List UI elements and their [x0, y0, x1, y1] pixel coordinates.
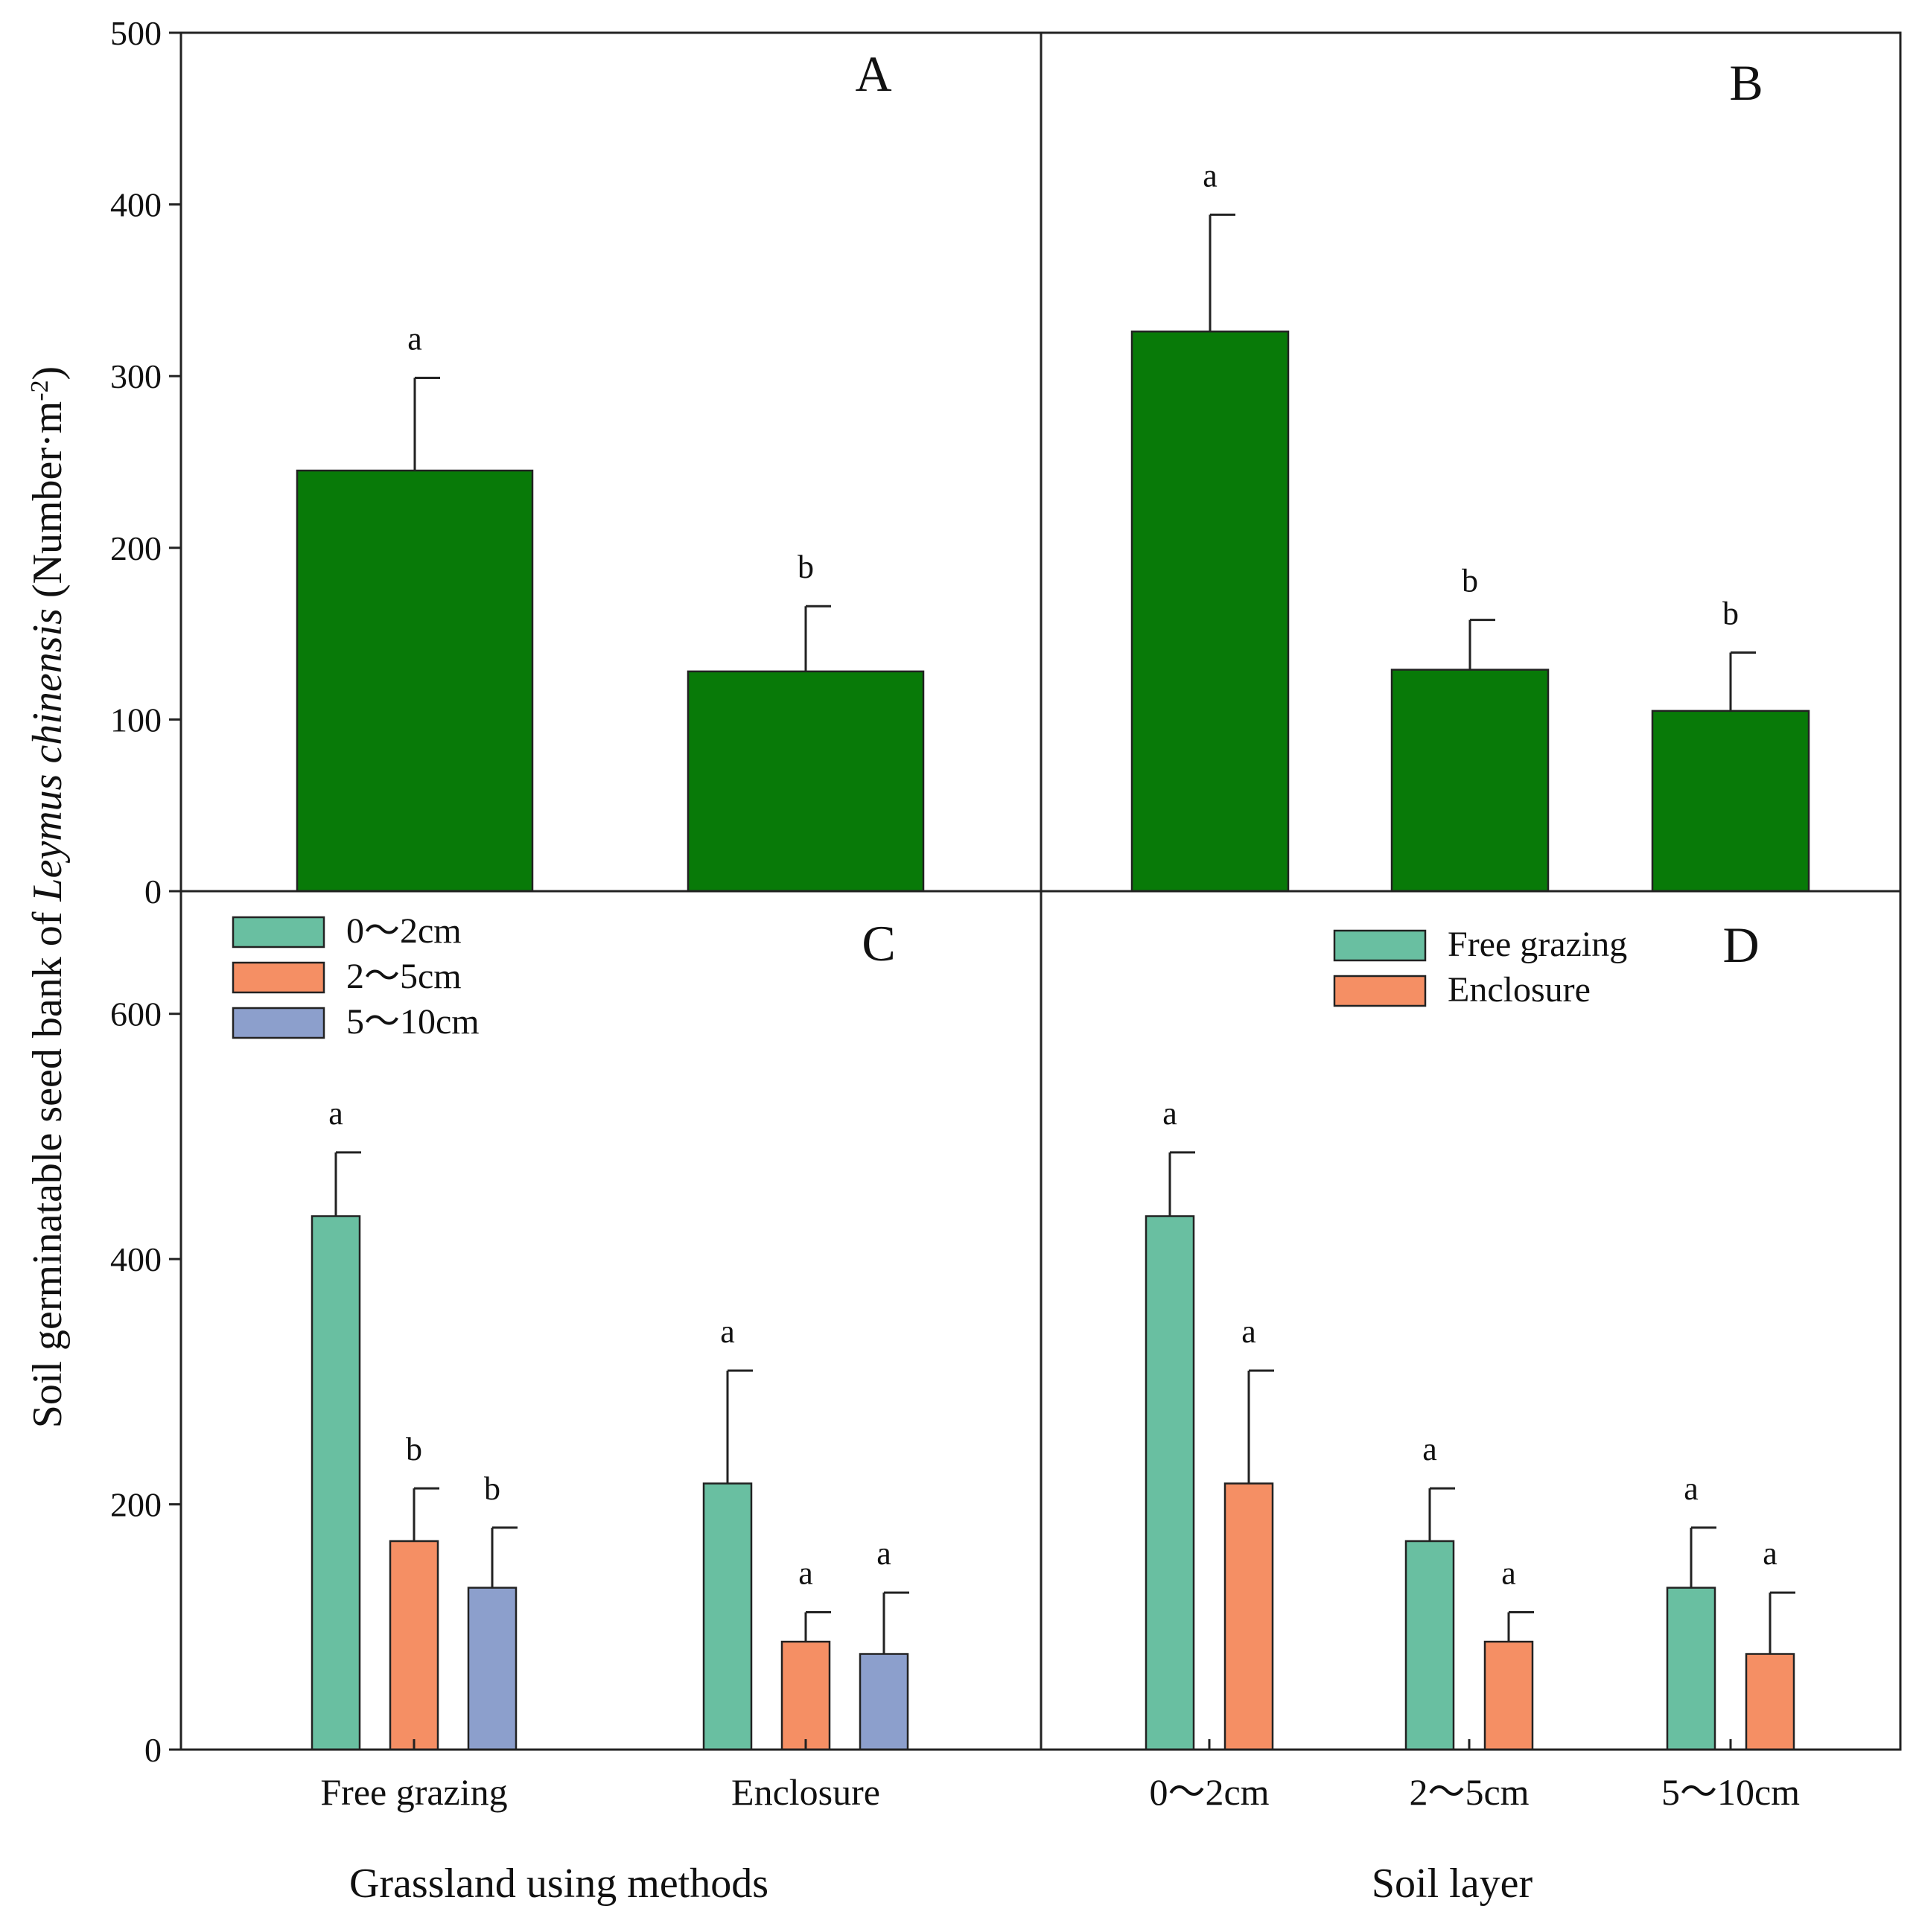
panel-letter-a: A — [855, 45, 891, 102]
panel-a-free-grazing-seed-bank-bar — [296, 469, 534, 893]
panel-d-0-2cm-enclosure-bar — [1223, 1482, 1274, 1751]
panel-letter-d: D — [1722, 916, 1759, 973]
panel-d: a a 0～2cm a a 2～5cm a a 5～10cm D Soil layer Free gr… — [1145, 916, 1800, 1907]
panel-c-enclosure-2-5cm-bar — [780, 1640, 831, 1751]
y-tick-label-a-500: 500 — [110, 14, 162, 52]
panel-c-enclosure-5-10cm-bar — [859, 1653, 909, 1751]
panel-c-free-grazing-2-5cm-sig-letter: b — [406, 1431, 422, 1467]
panel-d-0-2cm-enclosure-sig-letter: a — [1241, 1313, 1256, 1350]
panel-d-5-10cm-enclosure-bar — [1745, 1653, 1795, 1751]
legend-label-2-5cm: 2～5cm — [346, 957, 462, 996]
panel-d-0-2cm-free-grazing-sig-letter: a — [1162, 1095, 1177, 1132]
panel-d-2-5cm-free-grazing-sig-letter: a — [1422, 1431, 1437, 1467]
panel-c-free-grazing-2-5cm-bar — [389, 1540, 439, 1751]
panel-c-enclosure-0-2cm-sig-letter: a — [720, 1313, 735, 1350]
panel-a-free-grazing-seed-bank-sig-letter: a — [407, 321, 422, 357]
legend-swatch-0-2cm — [232, 916, 325, 949]
panel-c-free-grazing-5-10cm-bar — [467, 1587, 518, 1751]
legend-label-0-2cm: 0～2cm — [346, 911, 462, 951]
panel-frames — [179, 31, 1902, 1751]
panel-c-enclosure-5-10cm-sig-letter: a — [876, 1535, 891, 1572]
legend-label-free-grazing: Free grazing — [1448, 925, 1627, 964]
y-axis-title-exponent: -2 — [26, 380, 54, 401]
panel-c-free-grazing-5-10cm-sig-letter: b — [484, 1470, 500, 1507]
panel-b-5-10cm-seed-bank-bar — [1651, 710, 1810, 893]
y-tick-label-c-200: 200 — [110, 1486, 162, 1524]
panel-d-5-10cm-free-grazing-sig-letter: a — [1684, 1470, 1699, 1507]
y-axis-title-species: Leymus chinensis — [25, 608, 71, 902]
panel-d-2-5cm-free-grazing-bar — [1404, 1540, 1455, 1751]
panel-d-2-5cm-enclosure-bar — [1483, 1640, 1534, 1751]
y-tick-label-a-0: 0 — [144, 873, 162, 911]
y-tick-label-c-0: 0 — [144, 1731, 162, 1769]
panel-b-0-2cm-seed-bank-sig-letter: a — [1203, 157, 1218, 194]
panel-d-0-2cm-free-grazing-bar — [1145, 1215, 1195, 1751]
y-tick-label-a-400: 400 — [110, 186, 162, 224]
panel-d-2-5cm-enclosure-sig-letter: a — [1501, 1555, 1516, 1592]
panel-letter-c: C — [862, 915, 895, 972]
legend-label-5-10cm: 5～10cm — [346, 1002, 480, 1042]
panel-a-enclosure-seed-bank-bar — [687, 670, 925, 893]
legend-c: 0～2cm 2～5cm 5～10cm — [232, 911, 480, 1042]
panel-c-free-grazing-0-2cm-sig-letter: a — [328, 1095, 343, 1132]
y-axis-title: Soil germinatable seed bank of Leymus ch… — [25, 366, 71, 1428]
legend-swatch-enclosure — [1333, 975, 1427, 1007]
y-tick-label-a-200: 200 — [110, 529, 162, 567]
panel-a-enclosure-seed-bank-sig-letter: b — [798, 549, 814, 585]
panel-d-5-10cm-enclosure-sig-letter: a — [1763, 1535, 1777, 1572]
y-axis-title-unit: (Number·m — [25, 401, 71, 608]
x-axis-title-d: Soil layer — [1372, 1861, 1533, 1907]
legend-swatch-free-grazing — [1333, 929, 1427, 962]
panel-b-0-2cm-seed-bank-bar — [1130, 330, 1290, 893]
panel-letter-b: B — [1729, 54, 1763, 111]
panel-b-5-10cm-seed-bank-sig-letter: b — [1722, 595, 1739, 631]
panel-c-free-grazing-0-2cm-bar — [311, 1215, 361, 1751]
y-tick-label-a-300: 300 — [110, 357, 162, 395]
panel-c-enclosure-2-5cm-sig-letter: a — [798, 1555, 813, 1592]
legend-swatch-2-5cm — [232, 961, 325, 994]
legend-swatch-5-10cm — [232, 1007, 325, 1039]
x-tick-label-c-enclosure: Enclosure — [731, 1771, 880, 1813]
x-tick-label-d-2-5cm: 2～5cm — [1409, 1771, 1529, 1813]
y-tick-label-a-100: 100 — [110, 701, 162, 739]
y-axis-title-unit-close: ) — [25, 366, 71, 380]
x-tick-label-d-0-2cm: 0～2cm — [1149, 1771, 1269, 1813]
y-tick-label-c-600: 600 — [110, 995, 162, 1033]
panel-b-2-5cm-seed-bank-bar — [1390, 669, 1550, 893]
x-tick-label-c-free-grazing: Free grazing — [320, 1771, 507, 1813]
legend-label-enclosure: Enclosure — [1448, 970, 1591, 1010]
panel-c-enclosure-0-2cm-bar — [702, 1482, 753, 1751]
legend-d: Free grazing Enclosure — [1333, 925, 1627, 1010]
panel-b: a b b B — [1130, 54, 1810, 893]
panel-d-5-10cm-free-grazing-bar — [1666, 1587, 1716, 1751]
x-axis-title-c: Grassland using methods — [349, 1861, 768, 1907]
panel-c: 0 200 400 600 a b b Free grazing a a a Enclosure C Gr… — [110, 911, 909, 1907]
x-tick-label-d-5-10cm: 5～10cm — [1661, 1771, 1800, 1813]
panel-b-2-5cm-seed-bank-sig-letter: b — [1462, 563, 1478, 599]
y-axis-title-prefix: Soil germinatable seed bank of — [25, 902, 71, 1429]
panel-a: 0 100 200 300 400 500 a b A — [110, 14, 925, 911]
y-tick-label-c-400: 400 — [110, 1240, 162, 1278]
